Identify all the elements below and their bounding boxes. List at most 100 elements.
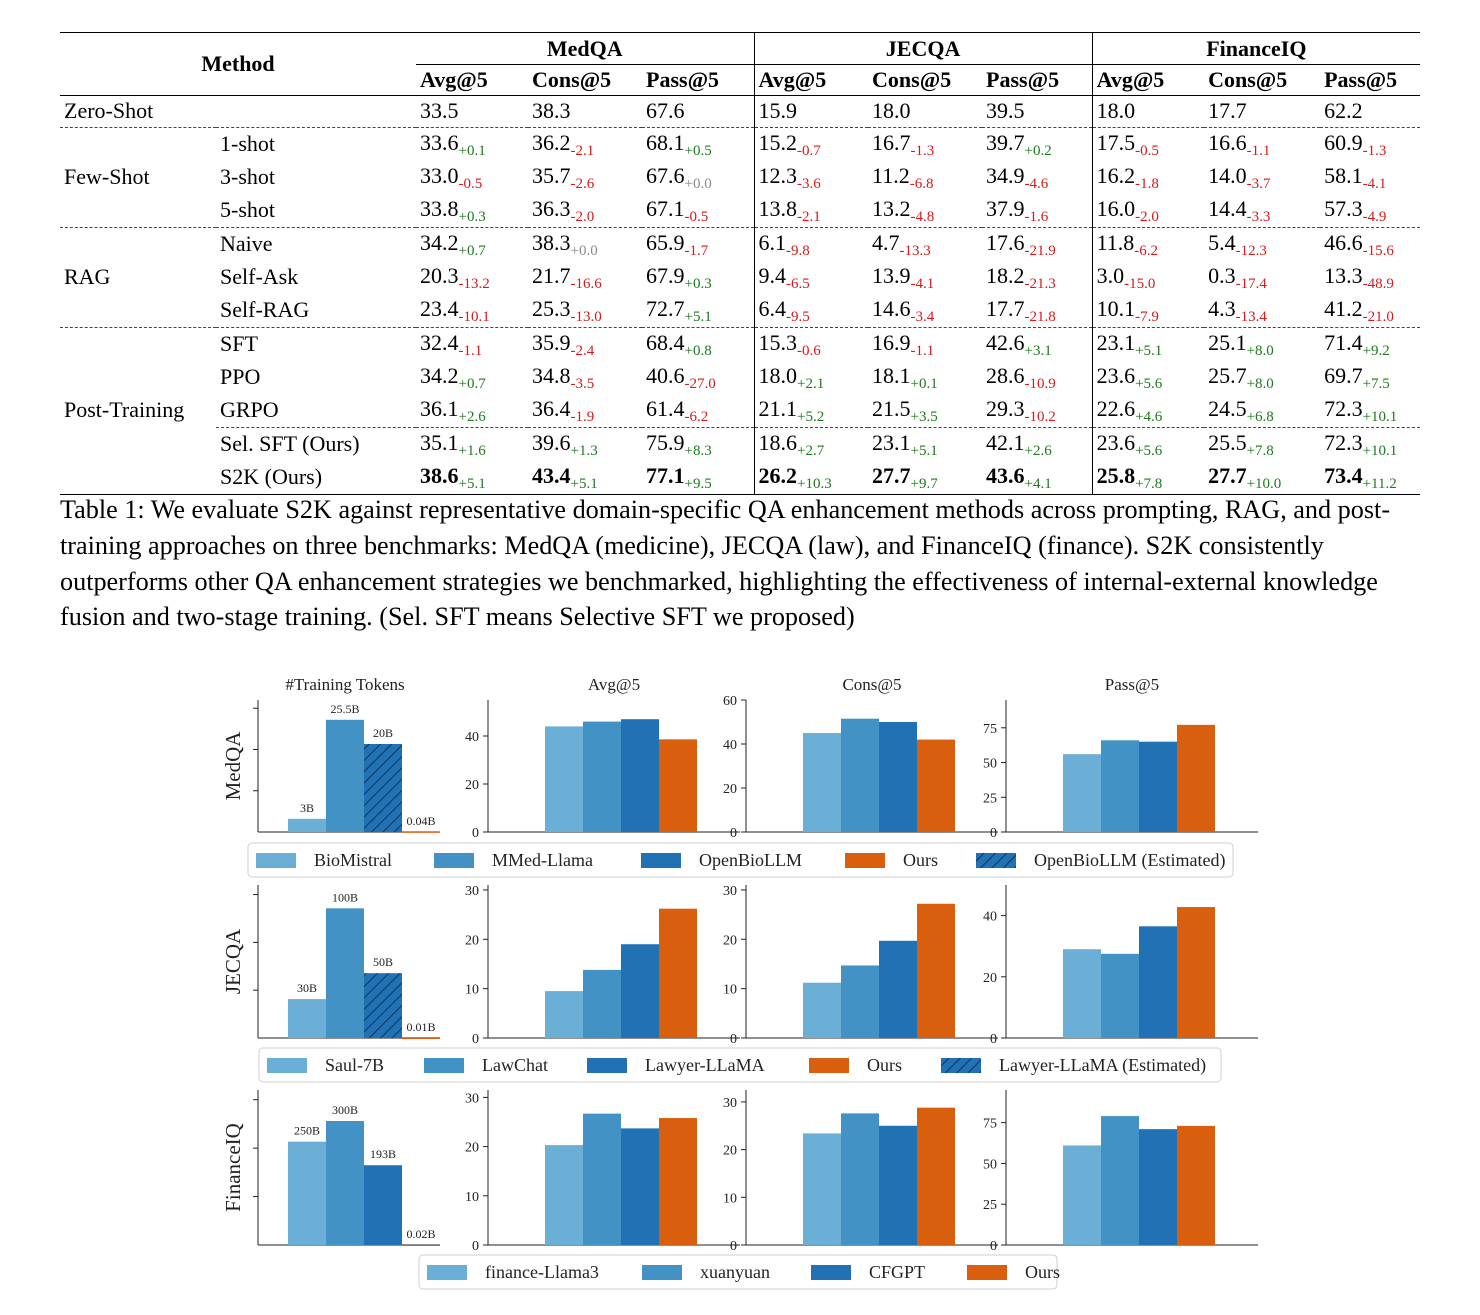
score-value: 6.4 — [758, 295, 787, 321]
table-row: 5-shot 33.8+0.3 36.3-2.0 67.1-0.5 13.8-2.1 13… — [60, 193, 1420, 228]
score-cell: 17.7-21.8 — [982, 294, 1092, 328]
score-cell: 33.0-0.5 — [416, 161, 528, 194]
bar-data-label: 3B — [300, 801, 314, 815]
bar — [917, 903, 955, 1038]
column-title: Pass@5 — [1105, 675, 1159, 694]
y-tick-label: 50 — [983, 757, 997, 772]
score-delta: +0.3 — [458, 208, 486, 225]
bar-data-label: 250B — [294, 1124, 320, 1138]
method-name: 5-shot — [220, 197, 275, 223]
score-delta: +10.1 — [1362, 442, 1398, 459]
score-cell: 4.3-13.4 — [1204, 294, 1320, 328]
score-value: 18.1 — [872, 362, 911, 388]
score-cell: 38.3 — [528, 96, 642, 128]
score-value: 21.7 — [532, 262, 571, 288]
score-value: 23.1 — [1096, 329, 1136, 355]
score-cell: 13.9-4.1 — [868, 261, 982, 294]
bar — [1063, 949, 1101, 1038]
score-delta: +7.8 — [1135, 475, 1163, 492]
score-delta: -7.9 — [1135, 308, 1159, 325]
bar — [1101, 740, 1139, 832]
y-tick-label: 10 — [723, 983, 737, 998]
score-value: 32.4 — [420, 329, 459, 355]
bar-data-label: 50B — [373, 955, 393, 969]
method-name: S2K (Ours) — [216, 460, 417, 495]
score-value: 5.4 — [1208, 229, 1236, 255]
bar-data-label: 25.5B — [330, 702, 359, 716]
group-header-medqa: MedQA — [416, 32, 755, 65]
score-delta: -15.0 — [1124, 275, 1156, 292]
bar — [288, 1141, 326, 1245]
bar — [1063, 754, 1101, 832]
score-delta: +7.5 — [1362, 375, 1390, 392]
method-category: Few-Shot — [64, 164, 150, 190]
bar — [917, 1107, 955, 1245]
legend-swatch — [845, 853, 885, 868]
score-cell: 68.4+0.8 — [642, 326, 755, 361]
score-value: 33.5 — [420, 98, 459, 124]
score-cell: 21.1+5.2 — [753, 393, 869, 428]
score-cell: 24.5+6.8 — [1204, 394, 1320, 428]
legend-swatch-hatched — [976, 853, 1016, 868]
bar — [1139, 741, 1177, 832]
score-value: 33.8 — [420, 195, 459, 221]
score-cell: 77.1+9.5 — [642, 460, 755, 495]
legend-swatch — [434, 853, 474, 868]
score-value: 15.2 — [758, 129, 798, 155]
bar — [1177, 907, 1215, 1038]
score-delta: -2.1 — [570, 142, 595, 159]
score-delta: +1.3 — [570, 442, 598, 459]
score-delta: +0.0 — [570, 242, 598, 259]
legend-swatch — [809, 1058, 849, 1073]
legend-box — [418, 1254, 1058, 1290]
score-delta: -13.2 — [458, 275, 490, 292]
bar — [879, 940, 917, 1038]
score-cell: 18.1+0.1 — [868, 361, 982, 394]
score-delta: -4.6 — [1024, 175, 1049, 192]
bar — [326, 719, 364, 832]
score-cell: 28.6-10.9 — [982, 361, 1092, 394]
score-value: 6.1 — [758, 229, 787, 255]
score-cell: 16.2-1.8 — [1091, 160, 1205, 194]
score-delta: +5.6 — [1135, 442, 1163, 459]
score-delta: +9.2 — [1362, 342, 1390, 359]
score-delta: +7.8 — [1246, 442, 1274, 459]
score-cell: 26.2+10.3 — [753, 460, 869, 495]
score-delta: -0.5 — [458, 175, 483, 192]
bar — [1101, 953, 1139, 1038]
y-tick-label: 20 — [465, 1141, 479, 1156]
score-delta: -3.3 — [1246, 208, 1271, 225]
score-cell: 14.4-3.3 — [1204, 194, 1320, 228]
score-value: 42.1 — [986, 429, 1025, 455]
score-value: 13.2 — [872, 195, 911, 221]
y-tick-label: 0 — [472, 1032, 479, 1047]
score-cell: 33.5 — [416, 96, 528, 128]
y-tick-label: 0 — [472, 826, 479, 841]
bar — [1139, 926, 1177, 1038]
score-value: 25.5 — [1208, 429, 1247, 455]
score-delta: -15.6 — [1362, 242, 1394, 259]
legend-swatch — [267, 1058, 307, 1073]
score-cell: 18.2-21.3 — [982, 261, 1092, 294]
legend-label: Ours — [903, 850, 938, 870]
score-delta: +5.1 — [910, 442, 938, 459]
bar — [364, 1165, 402, 1245]
legend-label: Ours — [1025, 1262, 1060, 1282]
bar — [621, 719, 659, 832]
metric-header: Avg@5 — [1091, 64, 1205, 96]
method-name: Sel. SFT (Ours) — [216, 426, 417, 461]
score-value: 25.7 — [1208, 362, 1247, 388]
score-delta: -1.3 — [910, 142, 935, 159]
column-title: Avg@5 — [588, 675, 640, 694]
score-cell: 15.9 — [753, 95, 869, 128]
method-category: RAG — [64, 264, 111, 290]
score-delta: -10.2 — [1024, 408, 1056, 425]
score-cell: 72.7+5.1 — [642, 294, 754, 328]
score-value: 9.4 — [758, 262, 787, 288]
score-value: 39.6 — [532, 429, 571, 455]
score-delta: -0.5 — [1135, 142, 1159, 159]
y-tick-label: 30 — [465, 1091, 479, 1106]
method-name — [216, 96, 416, 128]
bar — [288, 818, 326, 832]
score-cell: 18.0 — [868, 96, 982, 128]
